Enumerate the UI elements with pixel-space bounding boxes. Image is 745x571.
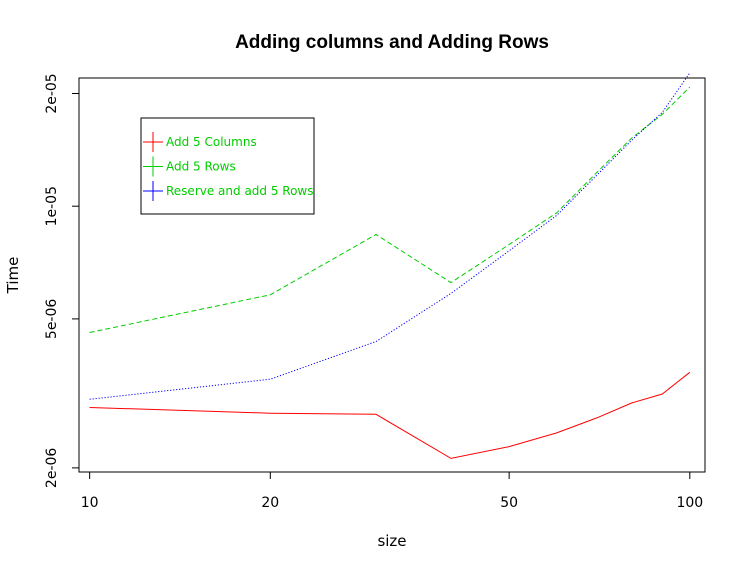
x-tick-label: 100 (676, 495, 703, 511)
chart-title: Adding columns and Adding Rows (235, 32, 549, 53)
series-layer (89, 72, 691, 459)
legend: Add 5 Columns Add 5 Rows Reserve and add 5… (140, 117, 315, 215)
x-tick-label: 20 (261, 495, 279, 511)
y-tick-label: 2e-06 (44, 448, 60, 488)
legend-box (140, 117, 315, 215)
y-tick-label: 2e-05 (44, 73, 60, 113)
legend-label: Reserve and add 5 Rows (166, 184, 314, 198)
series-line-1 (89, 371, 691, 459)
y-axis-label: Time (4, 257, 22, 295)
y-tick-label: 1e-05 (44, 186, 60, 226)
series-line-3 (89, 72, 691, 400)
legend-label: Add 5 Columns (166, 135, 257, 149)
y-tick-label: 5e-06 (44, 299, 60, 339)
x-tick-label: 50 (500, 495, 518, 511)
x-tick-label: 10 (81, 495, 99, 511)
legend-label: Add 5 Rows (166, 160, 236, 174)
x-axis-label: size (377, 532, 406, 550)
x-axis: 10 20 50 100 (81, 471, 703, 511)
y-axis: 2e-06 5e-06 1e-05 2e-05 (44, 73, 80, 488)
